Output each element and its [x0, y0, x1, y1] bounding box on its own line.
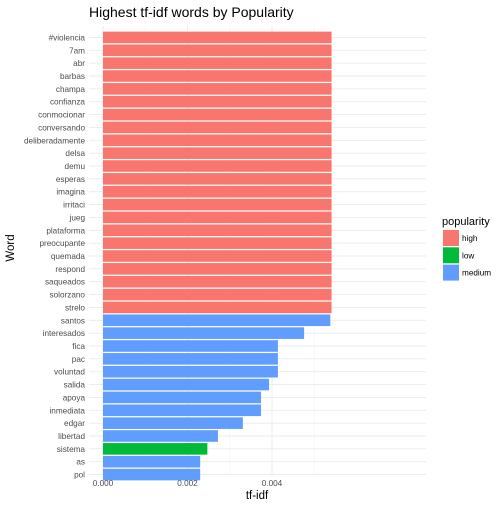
y-tick-label: libertad	[58, 432, 85, 441]
bar-abr	[103, 57, 332, 69]
y-tick-label: inmediata	[49, 406, 85, 415]
y-tick-label: champa	[56, 85, 86, 94]
bar-interesados	[103, 327, 304, 339]
legend-label-high: high	[462, 234, 478, 243]
bar-preocupante	[103, 237, 332, 249]
y-tick-label: abr	[73, 59, 85, 68]
bar-esperas	[103, 173, 332, 185]
bar-inmediata	[103, 404, 261, 416]
bar-apoya	[103, 392, 261, 404]
x-tick-label: 0.004	[262, 479, 283, 488]
legend-swatch-low	[443, 247, 459, 263]
y-tick-label: as	[76, 458, 85, 467]
bar-as	[103, 456, 200, 468]
y-tick-label: fica	[72, 342, 85, 351]
bar-libertad	[103, 430, 218, 442]
y-tick-label: pol	[74, 471, 85, 480]
y-tick-label: imagina	[56, 188, 85, 197]
y-tick-label: demu	[65, 162, 86, 171]
y-tick-label: conversando	[38, 123, 85, 132]
bar-imagina	[103, 186, 332, 198]
bar-respond	[103, 263, 332, 275]
y-tick-label: quemada	[51, 252, 86, 261]
bar-fica	[103, 340, 278, 352]
y-tick-label: apoya	[63, 393, 86, 402]
bar-saqueados	[103, 276, 332, 288]
y-tick-label: plataforma	[46, 226, 85, 235]
bar-confianza	[103, 96, 332, 108]
y-axis-title: Word	[5, 234, 17, 261]
x-tick-label: 0.000	[93, 479, 114, 488]
bar-barbas	[103, 70, 332, 82]
y-tick-label: jueg	[69, 213, 86, 222]
x-tick-label: 0.002	[177, 479, 198, 488]
y-tick-label: sistema	[57, 445, 86, 454]
y-tick-label: saqueados	[45, 278, 85, 287]
chart-title: Highest tf-idf words by Popularity	[89, 4, 294, 20]
y-tick-label: barbas	[60, 72, 85, 81]
bar-sistema	[103, 443, 207, 455]
legend-swatch-medium	[443, 265, 459, 281]
legend-swatch-high	[443, 230, 459, 246]
y-tick-label: delsa	[65, 149, 85, 158]
y-tick-label: deliberadamente	[24, 136, 85, 145]
bar-voluntad	[103, 366, 278, 378]
y-tick-label: voluntad	[54, 368, 85, 377]
bar-conmocionar	[103, 109, 332, 121]
bar-salida	[103, 379, 269, 391]
bar-jueg	[103, 212, 332, 224]
y-tick-label: irritaci	[63, 201, 85, 210]
legend-title: popularity	[442, 216, 490, 228]
y-tick-label: confianza	[50, 98, 85, 107]
y-tick-label: 7am	[69, 46, 85, 55]
bar-irritaci	[103, 199, 332, 211]
bar-plataforma	[103, 224, 332, 236]
bar-pac	[103, 353, 278, 365]
y-tick-label: edgar	[64, 419, 85, 428]
y-tick-label: preocupante	[39, 239, 85, 248]
y-tick-label: esperas	[56, 175, 85, 184]
y-tick-label: salida	[64, 381, 86, 390]
bar-violencia	[103, 32, 332, 44]
bar-conversando	[103, 122, 332, 134]
y-tick-label: respond	[55, 265, 85, 274]
bar-demu	[103, 160, 332, 172]
bar-delsa	[103, 147, 332, 159]
bar-7am	[103, 44, 332, 56]
bar-solorzano	[103, 289, 332, 301]
legend-label-low: low	[462, 251, 474, 260]
y-tick-label: interesados	[43, 329, 85, 338]
y-tick-label: santos	[61, 316, 85, 325]
y-tick-label: conmocionar	[38, 111, 85, 120]
y-tick-label: solorzano	[49, 291, 85, 300]
bar-deliberadamente	[103, 134, 332, 146]
x-axis-title: tf-idf	[246, 490, 269, 502]
bar-edgar	[103, 417, 243, 429]
y-tick-label: strelo	[65, 303, 85, 312]
y-tick-label: pac	[72, 355, 85, 364]
bar-strelo	[103, 302, 332, 314]
bars	[103, 32, 332, 481]
legend-label-medium: medium	[462, 269, 491, 278]
y-axis-ticks: #violencia 7am abr barbas champa confianza con…	[24, 33, 85, 479]
y-tick-label: #violencia	[49, 33, 86, 42]
bar-santos	[103, 314, 330, 326]
bar-quemada	[103, 250, 332, 262]
legend: popularity high low medium	[442, 216, 491, 281]
bar-champa	[103, 83, 332, 95]
